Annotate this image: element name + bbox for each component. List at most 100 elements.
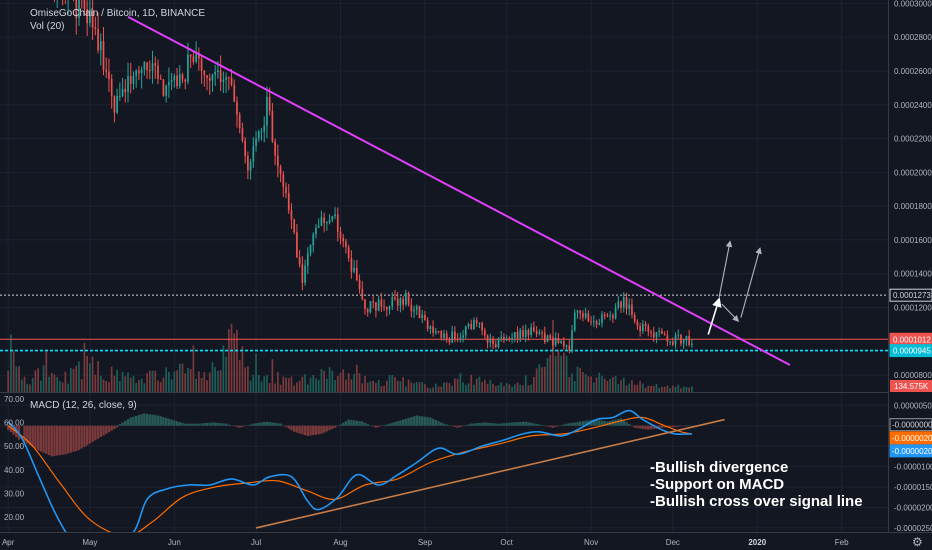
histogram-bar	[271, 422, 274, 426]
arrow-down[interactable]	[721, 303, 740, 322]
volume-bar	[421, 382, 424, 392]
candle-body	[263, 125, 266, 132]
volume-bar	[132, 375, 135, 392]
time-tick-label: Feb	[835, 538, 849, 547]
candle-body	[347, 247, 350, 258]
histogram-bar	[61, 425, 64, 455]
candle-body	[513, 332, 516, 338]
histogram-bar	[164, 417, 168, 426]
volume-bar	[69, 367, 72, 392]
horizontal-levels[interactable]	[0, 294, 888, 352]
histogram-bar	[448, 425, 451, 426]
candle-body	[200, 58, 203, 71]
histogram-bar	[415, 415, 418, 426]
candle-body	[590, 321, 592, 323]
candle-body	[503, 337, 505, 341]
candle-body	[484, 330, 486, 336]
histogram-bar	[257, 422, 260, 426]
descending-trendline[interactable]	[127, 16, 791, 366]
price-tick-label: 0.0001600	[894, 236, 932, 245]
histogram-bar	[595, 419, 598, 426]
volume-bar	[511, 386, 513, 392]
volume-bar	[508, 384, 511, 392]
histogram-bar	[371, 425, 375, 427]
volume-bar	[557, 349, 560, 392]
volume-bar	[7, 370, 10, 392]
candle-body	[434, 331, 437, 333]
projection-arrows[interactable]	[707, 240, 762, 335]
settings-gear-icon[interactable]: ⚙	[912, 535, 923, 549]
volume-bar	[80, 379, 83, 392]
volume-bar	[573, 381, 576, 392]
histogram-bar	[570, 422, 574, 426]
arrow-up-1[interactable]	[718, 240, 733, 298]
volume-bar	[45, 349, 48, 392]
volume-bar	[238, 359, 241, 392]
volume-bar	[464, 384, 467, 392]
volume-bar	[494, 386, 497, 392]
candle-body	[598, 322, 601, 325]
time-axis[interactable]: Apr May Jun Jul Aug Sep Oct Nov Dec 2020 Feb	[2, 538, 849, 547]
volume-bar	[266, 375, 268, 392]
volume-bar	[609, 378, 612, 392]
tradingview-logo-icon[interactable]: ▸	[6, 537, 11, 547]
candle-body	[677, 335, 680, 337]
candle-body	[129, 76, 132, 84]
histogram-bar	[96, 425, 100, 439]
candle-body	[296, 232, 298, 258]
candle-body	[576, 310, 579, 313]
candle-body	[642, 323, 644, 332]
volume-bar	[339, 372, 342, 392]
candle-body	[622, 297, 625, 308]
candle-body	[108, 71, 110, 80]
arrow-up-2[interactable]	[740, 247, 762, 318]
volume-bar	[241, 346, 244, 392]
time-tick-label: Sep	[418, 538, 433, 547]
histogram-bar	[412, 416, 416, 426]
volume-bar	[124, 376, 127, 392]
candle-body	[119, 95, 121, 97]
volume-bar	[372, 380, 375, 392]
volume-bar	[470, 374, 473, 392]
candle-body	[628, 304, 631, 309]
price-tick-label: 0.0002000	[894, 168, 932, 177]
candle-body	[494, 344, 497, 348]
candle-body	[405, 292, 407, 305]
volume-bar	[230, 323, 233, 392]
volume-bar	[522, 385, 524, 392]
candle-body	[573, 312, 576, 331]
candle-body	[173, 75, 176, 81]
candle-body	[159, 78, 162, 80]
volume-bar	[375, 383, 377, 392]
histogram-bar	[617, 419, 620, 426]
candle-body	[217, 70, 219, 72]
macd-support-trendline[interactable]	[255, 418, 725, 529]
volume-bar	[268, 383, 271, 392]
histogram-bar	[470, 423, 473, 426]
histogram-bar	[619, 418, 623, 426]
price-axis[interactable]: 0.0003000 0.0002800 0.0002600 0.0002400 0.00…	[894, 0, 932, 380]
candles[interactable]	[7, 0, 693, 354]
arrow-breakout[interactable]	[707, 297, 722, 335]
volume-bar	[358, 373, 361, 392]
price-tick-label: 0.0001200	[894, 304, 932, 313]
candle-body	[587, 313, 590, 322]
histogram-bar	[189, 423, 192, 426]
candle-body	[467, 324, 470, 327]
histogram-bar	[23, 425, 26, 443]
histogram-bar	[475, 423, 478, 426]
macd-line	[7, 409, 692, 550]
candle-body	[402, 298, 404, 305]
histogram-bar	[77, 425, 81, 451]
histogram-bar	[636, 425, 639, 429]
volume-bar	[383, 385, 385, 392]
histogram-bar	[388, 423, 391, 426]
volume-bar	[320, 369, 323, 392]
histogram-bar	[486, 422, 489, 426]
candle-body	[309, 245, 312, 254]
volume-bar	[328, 367, 331, 392]
histogram-bar	[649, 425, 653, 430]
time-tick-label: Oct	[500, 538, 513, 547]
